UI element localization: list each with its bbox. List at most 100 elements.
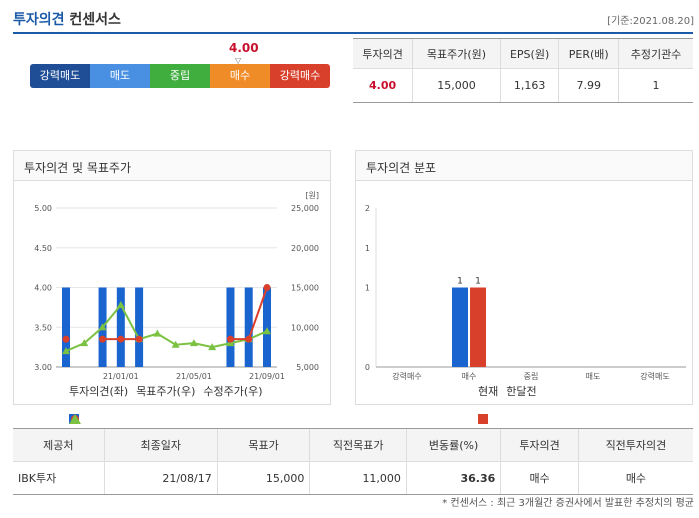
target-point: [226, 335, 234, 343]
x-tick-label: 21/05/01: [176, 372, 212, 381]
col-per: PER(배): [558, 38, 619, 69]
panel-title: 투자의견 분포: [356, 151, 692, 181]
y-tick-label: 2: [365, 204, 370, 213]
price-line: [65, 303, 268, 353]
price-point: [116, 300, 125, 308]
opinion-bar: [135, 287, 144, 367]
category-label: 강력매수: [392, 371, 421, 381]
opinion-target-chart-panel: 투자의견 및 목표주가 3.00 3.50 4.00 4.50 5.00 5,000 10,…: [13, 150, 331, 424]
title-rest-text: 컨센서스: [69, 12, 121, 28]
target-point: [263, 284, 271, 291]
y-right-tick-label: 10,000: [291, 323, 319, 332]
target-point: [117, 335, 125, 343]
scale-neutral: 중립: [150, 64, 210, 88]
table-header-row: 제공처 최종일자 목표가 직전목표가 변동률(%) 투자의견 직전투자의견: [13, 428, 693, 462]
legend-current-label: 현재: [478, 385, 499, 398]
category-label: 중립: [524, 372, 539, 381]
price-point: [62, 347, 70, 355]
target-point: [62, 335, 70, 343]
prev-target-cell: 11,000: [309, 461, 407, 495]
scale-strong-sell: 강력매도: [30, 64, 90, 88]
legend-target-label: 목표주가(우): [136, 385, 196, 398]
score-marker-icon: ▽: [235, 56, 242, 65]
table-row: IBK투자 21/08/17 15,000 11,000 36.36 매수 매수: [13, 461, 693, 495]
bar-data-label: 1: [475, 277, 481, 287]
legend-month-ago: 한달전: [478, 383, 537, 424]
col-target: 목표가: [216, 428, 310, 462]
y-right-tick-label: 5,000: [296, 363, 319, 372]
price-point: [208, 343, 217, 351]
price-point: [189, 339, 198, 347]
target-price-value: 15,000: [412, 68, 501, 103]
target-point: [135, 335, 143, 343]
distribution-bar: [452, 287, 468, 367]
col-institutions: 추정기관수: [618, 38, 693, 69]
y-left-tick-label: 3.50: [34, 323, 52, 332]
y-right-unit: [원]: [305, 191, 319, 200]
y-left-tick-label: 4.00: [34, 284, 52, 293]
scale-buy: 매수: [210, 64, 270, 88]
y-tick-label: 0: [365, 363, 370, 372]
section-title: 투자의견 컨센서스: [13, 9, 121, 29]
x-tick-label: 21/01/01: [103, 372, 139, 381]
x-tick-label: 21/09/01: [249, 372, 285, 381]
category-label: 강력매도: [640, 371, 669, 381]
table-row: 4.00 15,000 1,163 7.99 1: [353, 68, 693, 103]
chart-legend: 현재 한달전: [478, 383, 537, 424]
y-right-tick-label: 25,000: [291, 204, 319, 213]
opinion-distribution-panel: 투자의견 분포 0 1 1 2 강력매수 매수 중립 매도 강력매도 1 1 현재 한달전: [355, 150, 693, 424]
opinion-bar: [62, 287, 70, 367]
base-date: [기준:2021.08.20]: [607, 16, 694, 27]
price-point: [98, 323, 107, 331]
opinion-distribution-chart: 0 1 1 2 강력매수 매수 중립 매도 강력매도 1 1: [365, 204, 686, 381]
consensus-table: 투자의견 목표주가(원) EPS(원) PER(배) 추정기관수 4.00 15…: [353, 38, 693, 103]
legend-opinion: 투자의견(좌): [69, 383, 129, 424]
col-prev-target: 직전목표가: [309, 428, 407, 462]
report-table: 제공처 최종일자 목표가 직전목표가 변동률(%) 투자의견 직전투자의견 IB…: [13, 428, 693, 495]
target-point: [99, 335, 107, 343]
col-opinion: 투자의견: [353, 38, 413, 69]
provider-cell: IBK투자: [13, 461, 105, 495]
target-cell: 15,000: [216, 461, 310, 495]
col-opinion: 투자의견: [500, 428, 579, 462]
opinion-value: 4.00: [353, 68, 413, 103]
panel-title: 투자의견 및 목표주가: [14, 151, 330, 181]
price-point: [153, 329, 162, 337]
eps-value: 1,163: [499, 68, 559, 103]
title-divider: [13, 32, 693, 34]
y-tick-label: 1: [365, 284, 370, 293]
y-right-tick-label: 20,000: [291, 244, 319, 253]
y-left-tick-label: 3.00: [34, 363, 52, 372]
opinion-scale: 강력매도 매도 중립 매수 강력매수: [30, 64, 330, 88]
price-point: [263, 327, 271, 335]
y-tick-label: 1: [365, 244, 370, 253]
opinion-target-chart: 3.00 3.50 4.00 4.50 5.00 5,000 10,000 15,000 20,…: [34, 191, 319, 381]
col-last-date: 최종일자: [103, 428, 218, 462]
price-point: [171, 340, 180, 348]
chart-legend: 투자의견(좌) 목표주가(우) 수정주가(우): [69, 383, 263, 424]
opinion-bar: [244, 287, 253, 367]
footnote: * 컨센서스 : 최근 3개월간 증권사에서 발표한 추정치의 평균: [442, 498, 694, 509]
y-left-tick-label: 5.00: [34, 204, 52, 213]
change-rate-cell: 36.36: [405, 461, 501, 495]
legend-opinion-label: 투자의견(좌): [69, 385, 129, 398]
opinion-score: 4.00: [229, 41, 259, 55]
scale-sell: 매도: [90, 64, 150, 88]
legend-price: 수정주가(우): [69, 383, 263, 424]
col-change-rate: 변동률(%): [405, 428, 501, 462]
col-prev-opinion: 직전투자의견: [577, 428, 693, 462]
opinion-cell: 매수: [500, 461, 579, 495]
legend-current: 현재: [478, 383, 499, 424]
title-blue-text: 투자의견: [13, 12, 65, 28]
legend-price-label: 수정주가(우): [203, 385, 263, 398]
col-provider: 제공처: [13, 428, 105, 462]
col-target-price: 목표주가(원): [412, 38, 501, 69]
per-value: 7.99: [558, 68, 619, 103]
table-header-row: 투자의견 목표주가(원) EPS(원) PER(배) 추정기관수: [353, 38, 693, 69]
col-eps: EPS(원): [499, 38, 559, 69]
price-point: [80, 339, 89, 347]
section-header: 투자의견 컨센서스 [기준:2021.08.20]: [0, 0, 699, 36]
date-cell: 21/08/17: [103, 461, 218, 495]
y-right-tick-label: 15,000: [291, 284, 319, 293]
legend-month-ago-label: 한달전: [506, 385, 537, 398]
